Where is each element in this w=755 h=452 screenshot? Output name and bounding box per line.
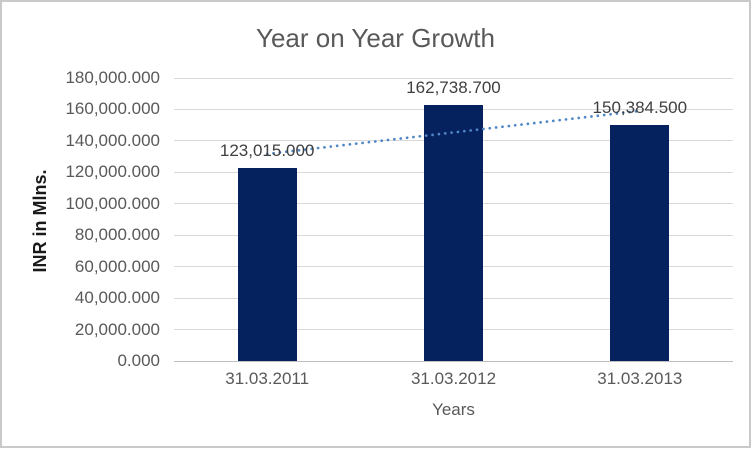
y-tick-label: 180,000.000 [65, 68, 160, 87]
data-label: 123,015.000 [219, 140, 315, 160]
y-tick-label: 0.000 [117, 351, 160, 370]
chart-title: Year on Year Growth [256, 23, 495, 53]
x-tick-label: 31.03.2013 [597, 369, 683, 388]
data-label: 150,384.500 [592, 97, 688, 117]
bar [610, 124, 670, 361]
x-tick-label: 31.03.2011 [225, 369, 310, 388]
x-tick-label: 31.03.2012 [410, 369, 497, 388]
bar [237, 167, 297, 361]
x-axis-title: Years [432, 400, 475, 419]
y-tick-label: 100,000.000 [65, 193, 160, 213]
y-tick-label: 160,000.000 [65, 99, 160, 119]
y-tick-label: 120,000.000 [65, 162, 160, 182]
x-axis-line [174, 360, 733, 362]
y-tick-label: 40,000.000 [74, 288, 160, 308]
y-tick-label: 80,000.000 [74, 225, 160, 245]
y-tick-label: 60,000.000 [74, 256, 160, 276]
bar [424, 105, 483, 361]
gridline [174, 77, 733, 79]
data-label: 162,738.700 [406, 78, 501, 98]
y-tick-label: 140,000.000 [65, 130, 160, 150]
y-tick-label: 20,000.000 [74, 319, 160, 339]
y-axis-title: INR in Mlns. [30, 169, 50, 273]
